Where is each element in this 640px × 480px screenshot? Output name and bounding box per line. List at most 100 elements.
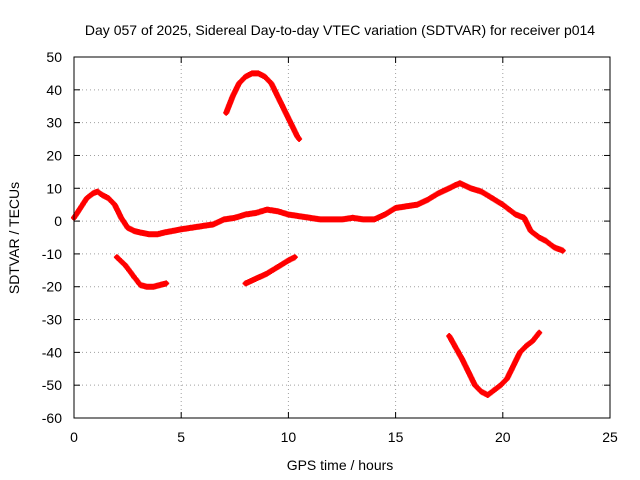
data-point (500, 202, 506, 208)
data-point (485, 392, 491, 398)
data-point (155, 231, 161, 237)
data-point (105, 195, 111, 201)
data-point (243, 74, 248, 80)
series-markers (71, 180, 566, 254)
data-point (288, 120, 293, 126)
data-point (517, 349, 523, 355)
y-tick-label: 20 (46, 147, 62, 163)
data-point (339, 216, 345, 222)
data-point (414, 202, 420, 208)
data-point (446, 333, 452, 339)
data-point (521, 215, 527, 221)
data-point (275, 93, 281, 99)
data-point (131, 274, 137, 280)
data-point (138, 230, 143, 236)
data-point (307, 215, 313, 221)
data-point (163, 280, 169, 286)
data-point (125, 225, 131, 231)
tick-labels: 0 5 10 15 20 25 -60 -50 -40 -30 -20 -10 0 10 20 30 40 50 (42, 49, 618, 445)
data-point (210, 221, 216, 227)
data-point (468, 185, 474, 191)
data-point (425, 197, 431, 203)
data-point (144, 284, 150, 290)
data-point (114, 254, 120, 260)
data-point (513, 212, 519, 217)
data-point (161, 230, 167, 236)
data-point (243, 280, 248, 286)
data-point (150, 284, 156, 290)
data-point (491, 387, 497, 393)
plot-frame (73, 56, 611, 419)
data-point (281, 107, 287, 112)
y-tick-label: -30 (42, 312, 62, 328)
data-point (90, 190, 96, 196)
data-point (296, 213, 302, 219)
x-tick-label: 5 (177, 429, 185, 445)
grid-lines (74, 57, 610, 418)
data-point (453, 344, 459, 350)
series-lower-rising-segment (242, 254, 298, 287)
data-point (221, 216, 227, 222)
series-deep-trough (446, 329, 543, 398)
data-point (112, 202, 118, 208)
x-tick-label: 25 (602, 429, 618, 445)
data-point (275, 264, 281, 270)
x-tick-label: 10 (281, 429, 297, 445)
data-point (99, 192, 105, 198)
y-tick-label: 40 (46, 82, 62, 98)
series-main-trace (71, 180, 566, 254)
data-point (84, 195, 90, 201)
data-point (275, 208, 281, 214)
data-point (236, 80, 242, 86)
data-point (350, 215, 356, 221)
y-tick-label: 0 (54, 213, 62, 229)
data-point (262, 74, 268, 80)
data-point (511, 363, 516, 368)
data-point (131, 228, 137, 234)
data-point (382, 212, 388, 217)
data-point (268, 80, 274, 86)
data-point (478, 389, 484, 395)
data-point (403, 203, 409, 209)
data-point (285, 212, 291, 217)
data-point (264, 271, 270, 277)
axis-ticks (73, 56, 611, 419)
data-point (530, 338, 536, 344)
data-point (446, 185, 452, 191)
data-point (393, 205, 399, 211)
y-tick-label: -40 (42, 344, 62, 360)
data-point (466, 369, 471, 375)
series-markers (223, 70, 303, 142)
data-point (523, 343, 529, 349)
data-point (506, 207, 512, 213)
data-point (77, 205, 83, 211)
data-point (536, 235, 542, 240)
y-tick-label: 30 (46, 115, 62, 131)
data-point (200, 223, 206, 229)
data-point (536, 330, 542, 336)
data-point (498, 382, 504, 388)
data-point (249, 70, 255, 76)
data-point (504, 376, 510, 382)
data-point (253, 276, 259, 281)
data-point (489, 195, 495, 201)
y-tick-label: 50 (46, 49, 62, 65)
y-axis-label: SDTVAR / TECUs (6, 182, 22, 294)
data-point (230, 93, 236, 99)
y-tick-label: 10 (46, 180, 62, 196)
data-point (253, 210, 259, 216)
data-point (118, 215, 124, 221)
data-point (478, 189, 484, 195)
data-point (472, 382, 478, 388)
series-upper-arc (223, 70, 303, 142)
y-tick-label: -50 (42, 377, 62, 393)
data-point (318, 216, 324, 222)
y-tick-label: -10 (42, 246, 62, 262)
data-point (95, 189, 101, 195)
x-tick-label: 20 (495, 429, 511, 445)
data-point (178, 226, 184, 232)
data-point (360, 216, 366, 222)
data-point (146, 231, 152, 237)
series-lower-left-arc (113, 254, 170, 290)
